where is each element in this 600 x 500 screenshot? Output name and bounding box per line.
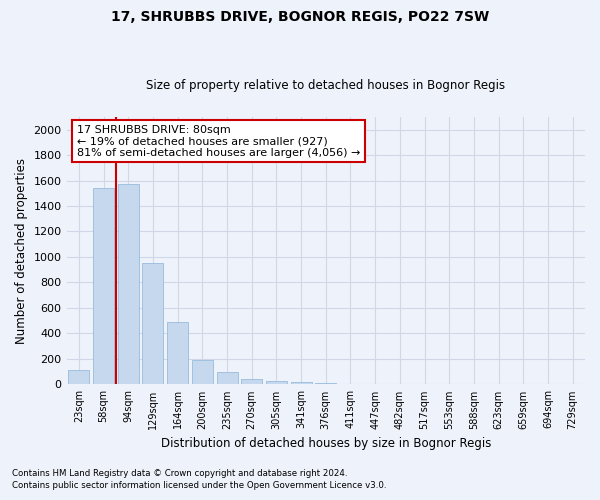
Text: 17 SHRUBBS DRIVE: 80sqm
← 19% of detached houses are smaller (927)
81% of semi-d: 17 SHRUBBS DRIVE: 80sqm ← 19% of detache… xyxy=(77,125,360,158)
Bar xyxy=(167,322,188,384)
Bar xyxy=(217,372,238,384)
Bar xyxy=(241,378,262,384)
Bar xyxy=(93,188,114,384)
Title: Size of property relative to detached houses in Bognor Regis: Size of property relative to detached ho… xyxy=(146,79,505,92)
Bar xyxy=(315,382,336,384)
Bar xyxy=(68,370,89,384)
Y-axis label: Number of detached properties: Number of detached properties xyxy=(15,158,28,344)
Bar xyxy=(266,380,287,384)
X-axis label: Distribution of detached houses by size in Bognor Regis: Distribution of detached houses by size … xyxy=(161,437,491,450)
Bar xyxy=(192,360,213,384)
Text: Contains HM Land Registry data © Crown copyright and database right 2024.
Contai: Contains HM Land Registry data © Crown c… xyxy=(12,468,386,490)
Text: 17, SHRUBBS DRIVE, BOGNOR REGIS, PO22 7SW: 17, SHRUBBS DRIVE, BOGNOR REGIS, PO22 7S… xyxy=(111,10,489,24)
Bar xyxy=(118,184,139,384)
Bar xyxy=(142,264,163,384)
Bar xyxy=(290,382,311,384)
